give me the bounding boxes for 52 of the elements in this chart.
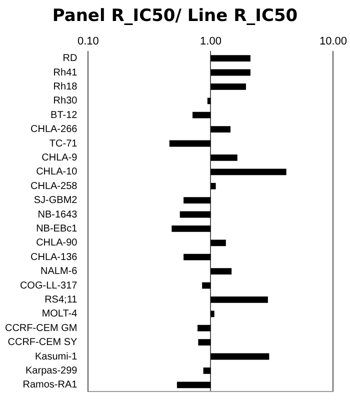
bar bbox=[198, 324, 211, 332]
bar bbox=[184, 254, 211, 260]
y-tick-label: CCRF-CEM SY bbox=[8, 337, 78, 348]
bar bbox=[169, 140, 211, 147]
bar bbox=[210, 154, 238, 161]
y-tick-label: MOLT-4 bbox=[42, 308, 78, 320]
bar bbox=[210, 240, 226, 246]
y-tick-label: RD bbox=[62, 53, 78, 64]
bar bbox=[210, 55, 250, 62]
bar bbox=[180, 211, 211, 218]
y-tick-label: Ramos-RA1 bbox=[22, 380, 78, 391]
y-tick-label: SJ-GBM2 bbox=[34, 195, 78, 206]
bar bbox=[210, 69, 250, 76]
bar bbox=[210, 182, 216, 190]
bar bbox=[210, 268, 232, 274]
chart-title: Panel R_IC50/ Line R_IC50 bbox=[51, 6, 299, 28]
y-tick-label: TC-71 bbox=[49, 138, 78, 150]
bar bbox=[203, 368, 211, 374]
bar bbox=[192, 112, 211, 118]
x-tick-label: 1.00 bbox=[200, 36, 222, 48]
y-tick-label: CHLA-136 bbox=[30, 252, 78, 263]
y-tick-label: Rh30 bbox=[53, 96, 78, 107]
y-tick-label: COG-LL-317 bbox=[20, 280, 78, 292]
bar bbox=[184, 197, 211, 204]
y-tick-label: CHLA-9 bbox=[42, 152, 78, 164]
y-tick-label: NB-EBc1 bbox=[36, 223, 78, 234]
x-tick-label: 10.00 bbox=[319, 36, 347, 48]
bar bbox=[198, 339, 211, 346]
y-tick-label: RS4;11 bbox=[44, 294, 78, 306]
bar bbox=[210, 296, 268, 303]
bar bbox=[210, 84, 246, 90]
bar bbox=[172, 226, 211, 232]
bar bbox=[202, 282, 211, 289]
y-tick-label: Karpas-299 bbox=[26, 365, 78, 376]
bar bbox=[210, 168, 286, 176]
x-tick-label: 0.10 bbox=[78, 36, 99, 48]
y-tick-label: CHLA-266 bbox=[30, 124, 78, 136]
bar bbox=[210, 310, 214, 318]
y-tick-label: BT-12 bbox=[50, 110, 78, 121]
bar bbox=[210, 353, 270, 360]
y-tick-label: CHLA-258 bbox=[30, 180, 78, 192]
y-tick-label: CHLA-90 bbox=[36, 238, 78, 249]
y-tick-label: NB-1643 bbox=[38, 209, 78, 220]
bar bbox=[210, 126, 230, 132]
y-tick-label: Rh41 bbox=[53, 67, 78, 78]
bar bbox=[207, 98, 211, 104]
y-tick-label: Kasumi-1 bbox=[34, 351, 78, 362]
y-tick-label: Rh18 bbox=[53, 81, 78, 92]
y-tick-label: CCRF-CEM GM bbox=[4, 322, 78, 334]
y-tick-label: CHLA-10 bbox=[36, 166, 78, 178]
y-tick-label: NALM-6 bbox=[40, 266, 78, 278]
bar bbox=[176, 382, 211, 388]
